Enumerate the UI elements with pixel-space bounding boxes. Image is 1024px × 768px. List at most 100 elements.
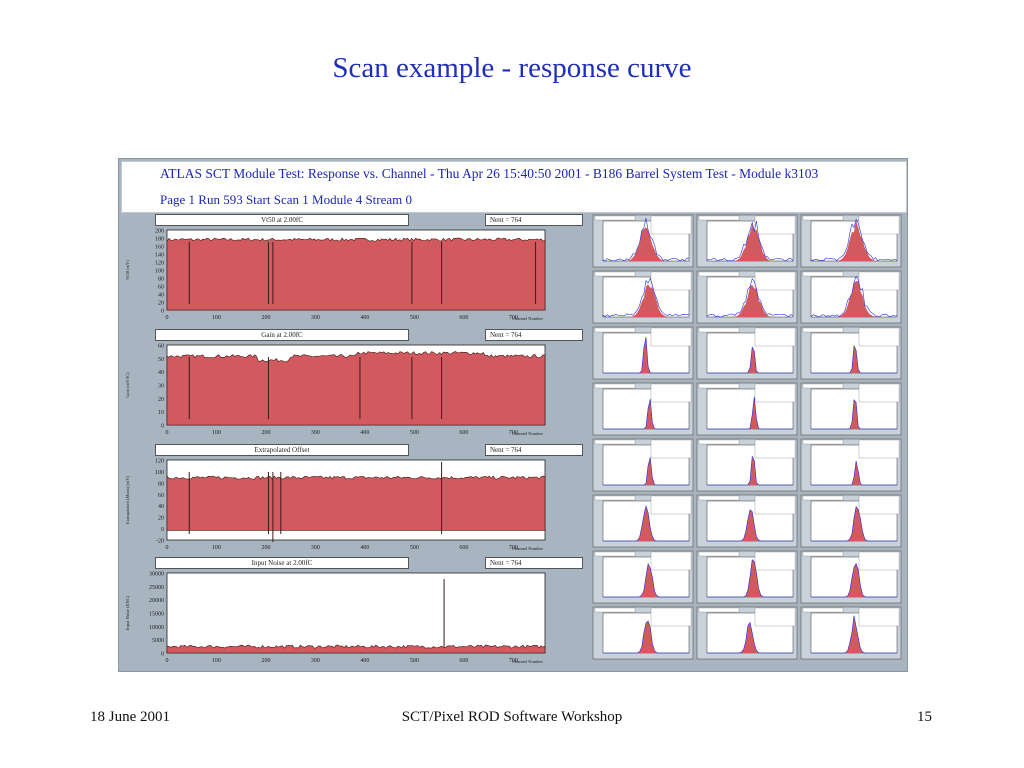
x-tick-label: 100 (212, 430, 221, 436)
chip-histogram-fill (811, 220, 897, 261)
chip-title-box (802, 439, 844, 445)
x-tick-label: 600 (459, 658, 468, 664)
chip-histogram (800, 214, 902, 268)
chip-title-box (802, 495, 844, 501)
chip-histogram-fill (603, 284, 689, 317)
chip-fit-curve (707, 509, 793, 542)
x-axis-label: Channel Number (512, 659, 543, 664)
chip-histogram (800, 382, 902, 436)
panel-stats: Nent = 764 (485, 444, 583, 456)
chip-histogram (592, 606, 694, 660)
chip-stats-box (754, 495, 796, 515)
chip-title-box (698, 215, 740, 221)
chip-fit-curve (707, 455, 793, 486)
plot-frame (166, 572, 546, 654)
chip-fit-curve (811, 461, 897, 486)
chip-title-box (698, 439, 740, 445)
chip-title-box (802, 215, 844, 221)
x-tick-label: 100 (212, 658, 221, 664)
chip-stats-box (650, 607, 692, 627)
chip-title-box (698, 607, 740, 613)
x-tick-label: 0 (166, 658, 169, 664)
chip-stats-box (754, 383, 796, 403)
chip-stats-box (858, 383, 900, 403)
y-tick-label: 80 (158, 277, 164, 283)
chip-stats-box (650, 551, 692, 571)
y-tick-label: 40 (158, 293, 164, 299)
chip-histogram-fill (707, 284, 793, 317)
x-axis-label: Channel Number (512, 431, 543, 436)
y-tick-label: -20 (156, 539, 164, 545)
panel-title: Input Noise at 2.00fC (155, 557, 409, 569)
chip-fit-curve (811, 344, 897, 374)
chip-fit-curve (602, 218, 690, 262)
chip-title-box (802, 383, 844, 389)
y-axis-label: Gain (mV/fC) (125, 372, 130, 398)
y-tick-label: 140 (155, 253, 164, 259)
x-tick-label: 200 (261, 658, 270, 664)
chip-histogram-fill (603, 227, 689, 261)
y-tick-label: 10000 (149, 625, 164, 631)
x-axis-label: Channel Number (512, 316, 543, 321)
x-tick-label: 200 (261, 315, 270, 321)
chip-histogram (800, 270, 902, 324)
chip-stats-box (754, 607, 796, 627)
chip-stats-box (858, 271, 900, 291)
y-tick-label: 120 (155, 459, 164, 465)
chip-fit-curve (603, 505, 689, 542)
y-tick-label: 120 (155, 261, 164, 267)
y-tick-label: 0 (161, 652, 164, 658)
x-tick-label: 400 (360, 545, 369, 551)
chip-histogram (696, 550, 798, 604)
panel-stats: Nent = 764 (485, 557, 583, 569)
x-tick-label: 100 (212, 315, 221, 321)
y-tick-label: 50 (158, 357, 164, 363)
chip-histogram (592, 382, 694, 436)
x-tick-label: 400 (360, 430, 369, 436)
x-tick-label: 500 (410, 430, 419, 436)
chip-fit-curve (811, 615, 897, 654)
y-tick-label: 60 (158, 344, 164, 350)
x-tick-label: 600 (459, 315, 468, 321)
header-line-1: ATLAS SCT Module Test: Response vs. Chan… (160, 166, 819, 181)
chip-histogram (800, 438, 902, 492)
chip-histogram-fill (811, 563, 897, 597)
y-tick-label: 100 (155, 470, 164, 476)
chip-histogram (800, 494, 902, 548)
chip-title-box (698, 327, 740, 333)
chip-title-box (698, 495, 740, 501)
y-axis-label: Input Noise (ENC) (125, 595, 130, 630)
y-tick-label: 60 (158, 493, 164, 499)
x-tick-label: 700 (509, 545, 518, 551)
chip-title-box (802, 551, 844, 557)
chip-histogram-fill (707, 509, 793, 541)
chip-title-box (594, 495, 636, 501)
panel-plot: 30000 25000 20000 15000 10000 5000 00 100 200 300… (125, 572, 546, 664)
x-tick-label: 0 (166, 315, 169, 321)
chip-stats-box (650, 439, 692, 459)
y-tick-label: 180 (155, 237, 164, 243)
root-canvas: ATLAS SCT Module Test: Response vs. Chan… (118, 158, 908, 672)
x-tick-label: 200 (261, 545, 270, 551)
chip-fit-curve (810, 275, 898, 318)
chip-histogram (800, 326, 902, 380)
chip-stats-box (650, 271, 692, 291)
x-tick-label: 0 (166, 430, 169, 436)
y-tick-label: 200 (155, 229, 164, 235)
chip-title-box (594, 551, 636, 557)
chip-histogram (592, 326, 694, 380)
chip-histogram (592, 550, 694, 604)
y-tick-label: 60 (158, 285, 164, 291)
chip-histogram-fill (811, 461, 897, 485)
y-tick-label: 0 (161, 309, 164, 315)
panel-vt50: Vt50 at 2.00fC Nent = 764 200 180 160 140 12… (119, 214, 589, 328)
chip-stats-box (650, 215, 692, 235)
panel-title: Vt50 at 2.00fC (155, 214, 409, 226)
histogram-fill (166, 644, 546, 654)
y-tick-label: 20 (158, 301, 164, 307)
chip-fit-curve (707, 346, 793, 374)
footer-page-number: 15 (917, 709, 932, 725)
x-tick-label: 0 (166, 545, 169, 551)
